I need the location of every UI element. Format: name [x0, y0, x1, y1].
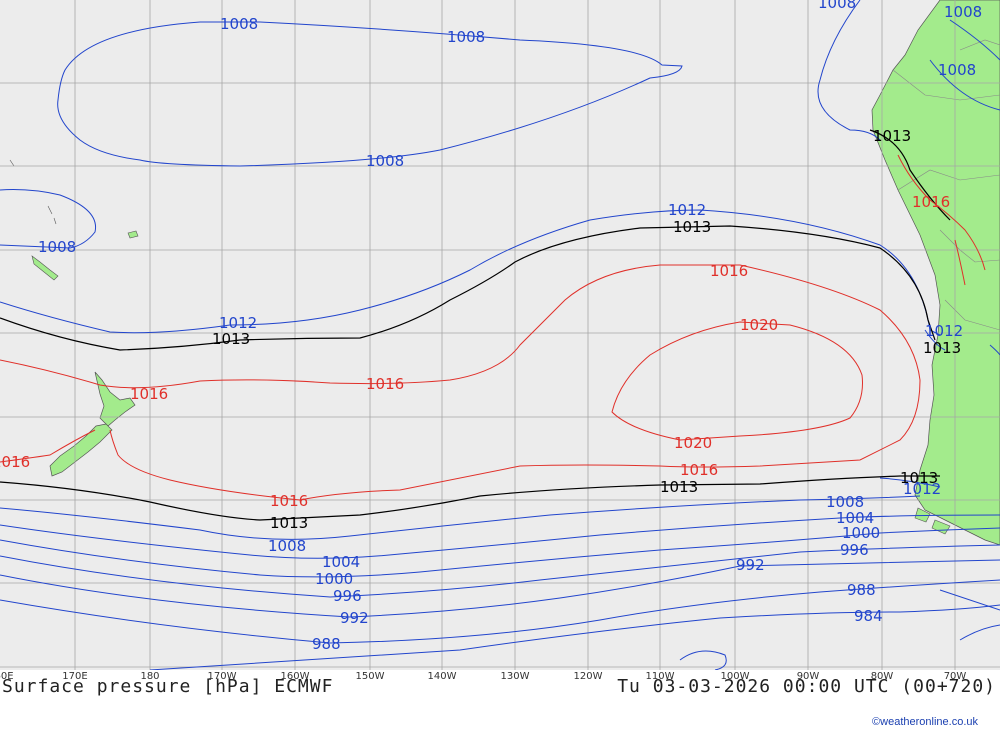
isobar-1016-andes-2 [954, 239, 966, 286]
label-1020: 1020 [674, 434, 712, 452]
isobar-1012-south [879, 477, 941, 488]
label-1008: 1008 [366, 152, 404, 170]
mean-pressure-isobars [0, 129, 951, 521]
label-1013: 1013 [923, 339, 961, 357]
isobar-1000 [0, 527, 1000, 578]
isobar-996 [0, 544, 1000, 598]
land-new-zealand-south [49, 423, 113, 477]
label-1008: 1008 [38, 238, 76, 256]
lon-label-90w: 90W [796, 671, 820, 682]
label-1008: 1008 [818, 0, 856, 12]
label-996: 996 [333, 587, 362, 605]
label-1008: 1008 [944, 3, 982, 21]
label-1013: 1013 [212, 330, 250, 348]
isobar-1008-south [0, 495, 921, 540]
label-988: 988 [312, 635, 341, 653]
land-fiji [127, 230, 139, 239]
label-1008: 1008 [938, 61, 976, 79]
label-996: 996 [840, 541, 869, 559]
isobar-small-low [679, 650, 727, 670]
label-1016: 1016 [710, 262, 748, 280]
isobar-1004 [0, 514, 1000, 559]
isobar-988 [0, 579, 1000, 644]
isobar-1013-andes [869, 129, 951, 221]
label-1004: 1004 [836, 509, 874, 527]
isobar-1012-chile [924, 329, 946, 351]
lon-label-150w: 150W [355, 671, 385, 682]
label-1016: 1016 [270, 492, 308, 510]
isobar-1013-south [0, 475, 940, 521]
land-vanuatu [9, 159, 57, 225]
label-1000: 1000 [315, 570, 353, 588]
label-992: 992 [340, 609, 369, 627]
label-1012: 1012 [903, 480, 941, 498]
lon-label-170w: 170W [207, 671, 237, 682]
country-borders [892, 39, 1000, 331]
label-988: 988 [847, 581, 876, 599]
isobar-992 [0, 559, 1000, 618]
pressure-map: 1008 1008 1008 1008 1008 1008 1008 1008 … [0, 0, 1000, 670]
label-1013: 1013 [673, 218, 711, 236]
isobar-curve-se [939, 589, 1000, 611]
credit-link[interactable]: ©weatheronline.co.uk [872, 716, 978, 728]
label-1016: 1016 [680, 461, 718, 479]
label-1012: 1012 [925, 322, 963, 340]
lon-label-60e: 60E [0, 671, 14, 682]
lon-label-170e: 170E [62, 671, 88, 682]
isobar-1012-north [0, 209, 941, 336]
isobar-1008-west [0, 189, 97, 249]
lon-label-180: 180 [140, 671, 160, 682]
map-title: Surface pressure [hPa] ECMWF [2, 676, 334, 697]
lon-label-130w: 130W [500, 671, 530, 682]
label-1008: 1008 [447, 28, 485, 46]
grid-lines [0, 0, 1000, 670]
high-pressure-isobars [0, 154, 986, 501]
isobar-1016-andes [897, 154, 986, 271]
label-1013: 1013 [660, 478, 698, 496]
label-1008: 1008 [826, 493, 864, 511]
label-1016: 1016 [366, 375, 404, 393]
label-1013: 1013 [270, 514, 308, 532]
isobar-1008-north-loop [57, 21, 683, 167]
land-south-america [871, 0, 1000, 546]
lon-label-120w: 120W [573, 671, 603, 682]
isobar-1008-andes [817, 0, 881, 141]
lon-label-100w: 100W [720, 671, 750, 682]
label-992: 992 [736, 556, 765, 574]
low-pressure-isobars [0, 0, 1000, 670]
label-1008: 1008 [220, 15, 258, 33]
ocean-background [0, 0, 1000, 670]
lon-label-110w: 110W [645, 671, 675, 682]
isobar-1016-north [0, 264, 921, 501]
isobar-curve-se-2 [959, 624, 1000, 641]
footer-bar [0, 670, 1000, 733]
lon-label-80w: 80W [870, 671, 894, 682]
isobar-1013-north [0, 225, 936, 351]
isobar-984 [149, 604, 1000, 670]
isobar-1008-andes-2 [949, 19, 1000, 61]
label-1008: 1008 [268, 537, 306, 555]
isobar-1020 [611, 321, 863, 441]
label-1016: 1016 [912, 193, 950, 211]
label-1013: 1013 [873, 127, 911, 145]
land-new-caledonia [31, 255, 59, 281]
isobar-1016-nz [0, 429, 96, 463]
label-1020: 1020 [740, 316, 778, 334]
isobar-labels: 1008 1008 1008 1008 1008 1008 1008 1008 … [0, 0, 982, 653]
label-1004: 1004 [322, 553, 360, 571]
label-1000: 1000 [842, 524, 880, 542]
label-1013: 1013 [900, 469, 938, 487]
label-984: 984 [854, 607, 883, 625]
isobar-1008-andes-3 [929, 59, 1000, 111]
valid-time: Tu 03-03-2026 00:00 UTC (00+720) [617, 676, 996, 697]
label-1012: 1012 [219, 314, 257, 332]
land-patagonia-islands [914, 507, 951, 535]
label-1012: 1012 [668, 201, 706, 219]
lon-label-160w: 160W [280, 671, 310, 682]
lon-label-70w: 70W [943, 671, 967, 682]
label-1016-partial: 1016 [0, 453, 30, 471]
lon-label-140w: 140W [427, 671, 457, 682]
label-1016: 1016 [130, 385, 168, 403]
